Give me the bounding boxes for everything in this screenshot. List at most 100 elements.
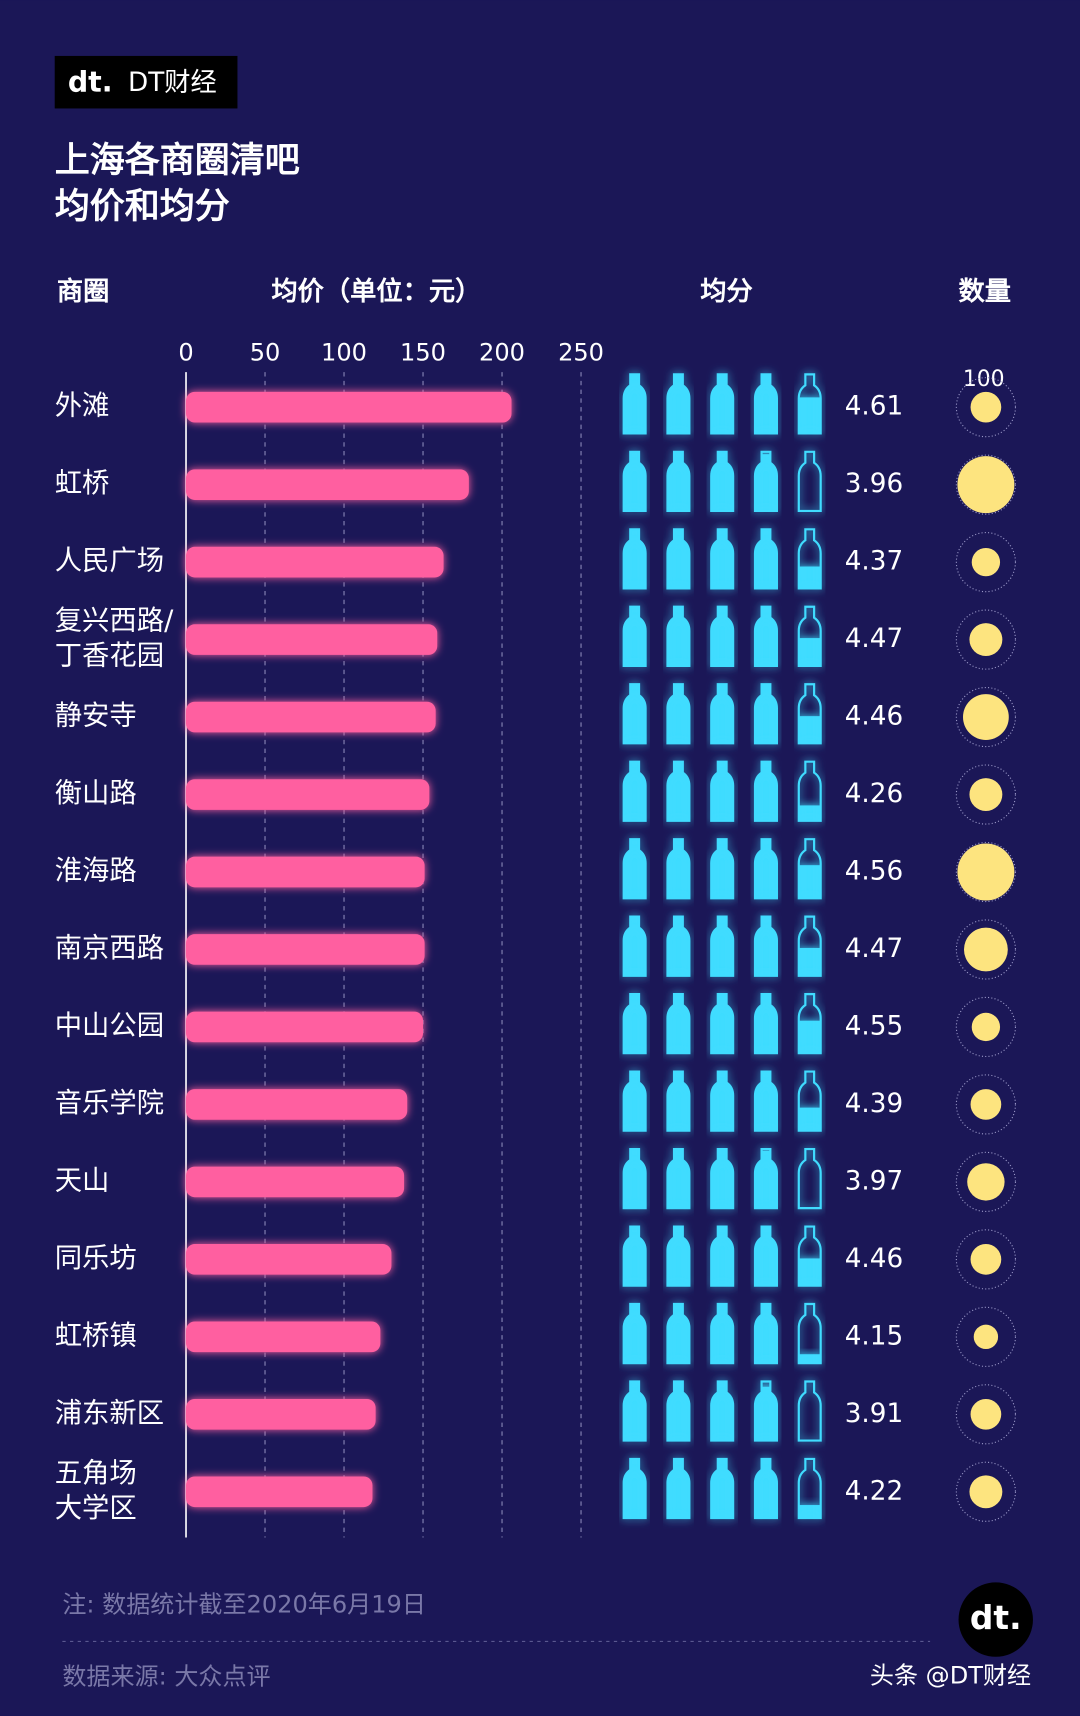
bottle-outline — [753, 1147, 778, 1210]
bottle-outline — [797, 993, 822, 1055]
bottle-outline — [666, 1147, 691, 1210]
bottle-fill — [711, 1381, 734, 1441]
bottle-outline — [622, 683, 647, 745]
size-reference — [955, 1384, 1016, 1445]
count-bubble — [970, 1244, 1002, 1275]
bottle-outline — [666, 1070, 691, 1132]
bottle-fill — [755, 606, 777, 666]
bottle-fill — [798, 1354, 821, 1364]
count-bubble — [969, 623, 1003, 657]
bar — [186, 1321, 381, 1353]
bottle-outline — [666, 838, 691, 900]
bottle-fill — [798, 397, 821, 434]
bottle-fill — [667, 1226, 690, 1286]
bottle-outline — [753, 993, 778, 1055]
bottle-outline — [753, 373, 778, 435]
bottle-fill — [711, 529, 734, 589]
bottle-fill — [711, 1226, 734, 1286]
score-label: 4.22 — [845, 1476, 903, 1506]
size-reference — [955, 996, 1016, 1058]
score-label: 4.56 — [845, 857, 903, 887]
bottle-fill — [667, 761, 690, 821]
bottle-fill — [667, 684, 690, 744]
bottle-fill — [667, 374, 690, 434]
header: 均价（单位：元） — [271, 276, 481, 307]
bottle-fill — [667, 1381, 690, 1441]
bottle-fill — [755, 1071, 777, 1131]
bottle-outline — [753, 1225, 778, 1287]
bottle-fill — [798, 1505, 821, 1519]
source: 数据来源: 大众点评 — [62, 1663, 270, 1691]
category-label: 虹桥镇 — [55, 1320, 137, 1351]
bottle-outline — [666, 993, 691, 1055]
bottle-fill — [755, 374, 777, 434]
bottle-fill — [798, 947, 821, 976]
bottle-outline — [710, 838, 735, 900]
category-label: 天山 — [55, 1165, 110, 1196]
bottle-fill — [755, 1150, 777, 1209]
bottle-fill — [667, 1149, 690, 1209]
bottle-outline — [666, 1457, 691, 1520]
bottle-fill — [623, 916, 646, 976]
logo-circle — [958, 1582, 1033, 1657]
bottle-fill — [798, 865, 821, 899]
bar — [186, 391, 512, 423]
count-bubble — [969, 1475, 1003, 1509]
size-reference — [955, 686, 1016, 748]
bottle-outline — [666, 683, 691, 745]
category-label: 同乐坊 — [55, 1243, 137, 1274]
bottle-fill — [755, 916, 777, 976]
bottle-fill — [711, 1458, 734, 1519]
bottle-outline — [753, 1457, 778, 1520]
bottle-fill — [711, 451, 734, 511]
bottle-outline — [753, 760, 778, 822]
bottle-outline — [753, 838, 778, 900]
count-bubble — [971, 547, 1001, 577]
bottle-outline — [797, 373, 822, 435]
category-label: 静安寺 — [55, 701, 137, 732]
bar — [186, 1244, 392, 1275]
bottle-outline — [753, 1302, 778, 1365]
bottle-fill — [711, 761, 734, 821]
size-reference — [955, 841, 1016, 903]
category-label: 衡山路 — [55, 778, 137, 809]
category-label: 淮海路 — [55, 856, 137, 887]
bottle-outline — [622, 1147, 647, 1210]
bar — [186, 779, 430, 810]
header: 数量 — [959, 277, 1012, 307]
bottle-fill — [798, 566, 821, 589]
bottle-fill — [711, 916, 734, 976]
bottle-fill — [667, 839, 690, 899]
bottle-fill — [711, 684, 734, 744]
bottle-outline — [710, 683, 735, 745]
bottle-outline — [622, 1302, 647, 1365]
count-bubble — [957, 456, 1015, 514]
bottle-outline — [797, 1302, 822, 1365]
bottle-outline — [710, 760, 735, 822]
bottle-outline — [666, 1302, 691, 1365]
bottle-fill — [755, 454, 777, 511]
x-tick-label: 200 — [479, 339, 525, 367]
bottle-fill — [755, 839, 777, 899]
bottle-fill — [667, 916, 690, 976]
brand: DT财经 — [128, 68, 217, 98]
bottle-fill — [623, 994, 646, 1054]
x-tick-label: 0 — [178, 339, 193, 367]
bottle-fill — [623, 761, 646, 821]
watermark: 头条 @DT财经 — [870, 1661, 1031, 1689]
count-bubble — [970, 1089, 1002, 1120]
score-label: 4.39 — [845, 1089, 903, 1119]
bottle-fill — [623, 839, 646, 899]
bottle-fill — [623, 374, 646, 434]
category-label: 南京西路 — [55, 933, 164, 964]
size-reference — [955, 919, 1016, 980]
bottle-outline — [797, 683, 822, 745]
bottle-outline — [797, 450, 822, 513]
bottle-outline — [622, 373, 647, 435]
bottle-fill — [667, 1458, 690, 1519]
bottle-outline — [622, 1070, 647, 1132]
count-bubble — [970, 1398, 1002, 1430]
score-label: 3.97 — [845, 1166, 903, 1196]
bottle-outline — [622, 450, 647, 513]
